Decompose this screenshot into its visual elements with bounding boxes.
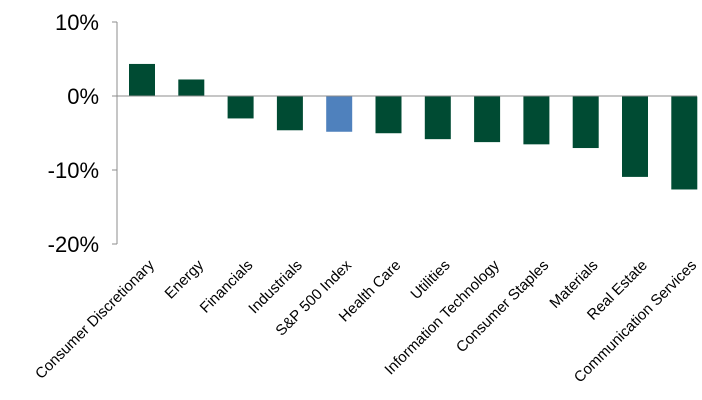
x-tick-label: Utilities [407,257,453,303]
x-tick-label: Energy [161,256,207,302]
bars-layer [128,62,699,191]
bar-consumer-discretionary [128,62,156,97]
bar-communication-services [670,95,699,191]
bar-industrials [275,95,304,132]
bar-s-p-500-index [325,95,354,133]
bar-materials [571,95,600,150]
x-tick-label: Consumer Discretionary [32,256,158,382]
y-tick-label: -20% [48,232,99,257]
y-axis-ticks: 10% 0% -10% -20% [48,10,117,257]
y-tick-label: -10% [48,158,99,183]
bar-financials [226,95,255,120]
axis-layer [112,22,697,244]
x-axis-labels: Consumer Discretionary EnergyFinancialsIn… [32,256,700,386]
bar-health-care [374,95,403,135]
bar-consumer-staples [522,95,551,146]
y-tick-label: 0% [67,84,99,109]
x-tick-label: Consumer Staples [453,257,552,356]
y-tick-label: 10% [55,10,99,35]
bar-information-technology [473,95,502,144]
bar-utilities [423,95,452,141]
bar-real-estate [621,95,649,178]
bar-energy [177,78,206,97]
